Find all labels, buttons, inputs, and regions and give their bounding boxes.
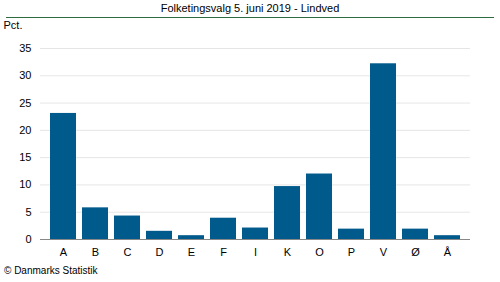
svg-text:F: F <box>220 246 227 258</box>
svg-text:V: V <box>380 246 388 258</box>
html-text:© Danmarks Statistik: © Danmarks Statistik <box>4 265 98 276</box>
svg-text:30: 30 <box>19 69 31 81</box>
svg-text:C: C <box>124 246 132 258</box>
svg-text:I: I <box>254 246 257 258</box>
svg-text:Ø: Ø <box>411 246 420 258</box>
svg-text:K: K <box>284 246 292 258</box>
svg-text:O: O <box>315 246 324 258</box>
svg-text:20: 20 <box>19 124 31 136</box>
svg-text:15: 15 <box>19 151 31 163</box>
svg-text:Pct.: Pct. <box>4 19 23 31</box>
html-text:Folketingsvalg 5. juni 2019 -: Folketingsvalg 5. juni 2019 - Lindved <box>160 2 340 14</box>
svg-text:E: E <box>188 246 195 258</box>
svg-text:A: A <box>60 246 68 258</box>
svg-text:25: 25 <box>19 97 31 109</box>
svg-text:D: D <box>156 246 164 258</box>
svg-text:P: P <box>348 246 355 258</box>
svg-text:10: 10 <box>19 178 31 190</box>
svg-text:0: 0 <box>25 233 31 245</box>
svg-text:B: B <box>92 246 99 258</box>
svg-text:35: 35 <box>19 42 31 54</box>
svg-text:Å: Å <box>444 246 452 258</box>
svg-text:5: 5 <box>25 206 31 218</box>
